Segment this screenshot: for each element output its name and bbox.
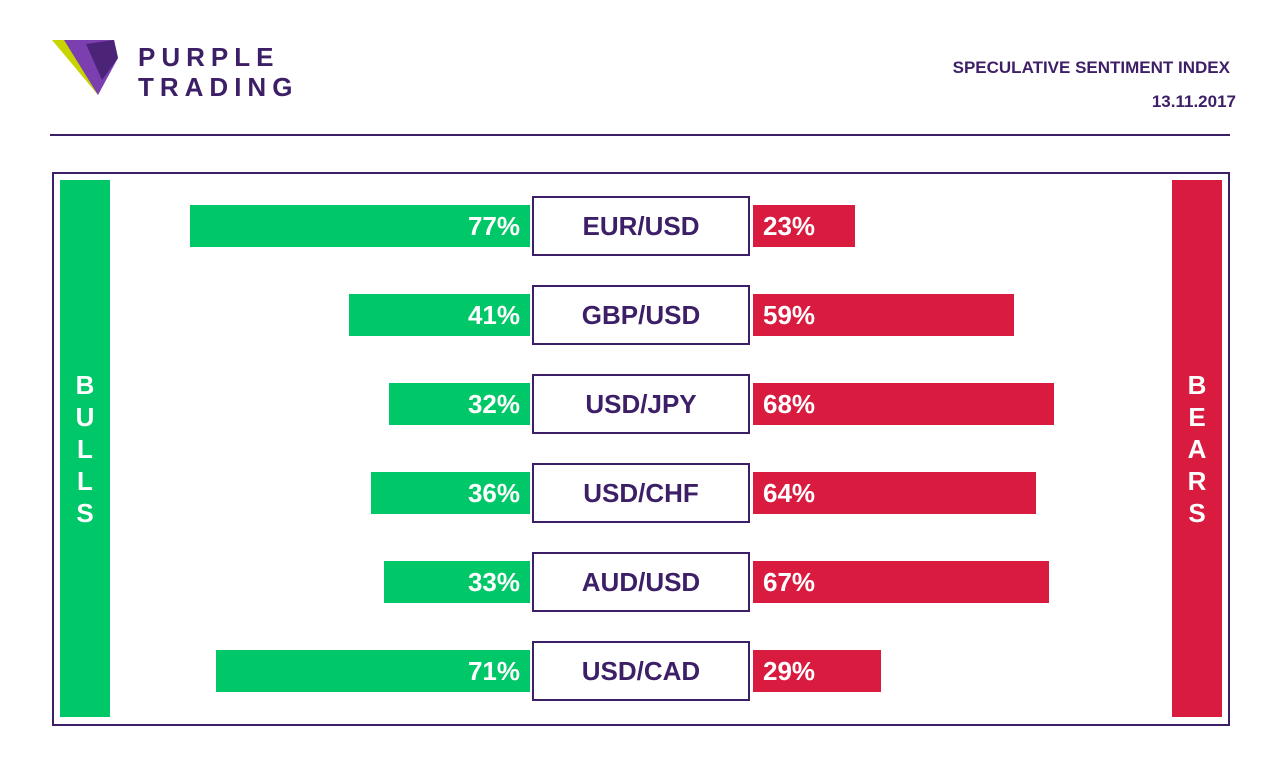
bulls-bar: 33% — [384, 561, 530, 603]
bears-letter: B — [1187, 369, 1207, 400]
bulls-value-label: 77% — [467, 210, 520, 241]
bulls-letter: U — [75, 401, 95, 432]
logo-mark-icon — [52, 40, 118, 95]
bulls-letter: L — [77, 433, 93, 464]
brand-line-2: TRADING — [138, 72, 299, 102]
bears-bar: 29% — [753, 650, 882, 692]
currency-pair-label: EUR/USD — [532, 196, 750, 256]
bulls-value-label: 36% — [467, 477, 520, 508]
bulls-letter: L — [77, 465, 93, 496]
bears-value-label: 59% — [763, 299, 816, 330]
sentiment-row: 36% USD/CHF 64% — [0, 463, 1280, 523]
bulls-value-label: 71% — [467, 655, 520, 686]
bears-letter: E — [1188, 401, 1206, 432]
bulls-bar: 41% — [348, 294, 530, 336]
page-title: SPECULATIVE SENTIMENT INDEX — [952, 58, 1230, 77]
bulls-letter: S — [76, 497, 94, 528]
bears-value-label: 64% — [763, 477, 816, 508]
sentiment-row: 71% USD/CAD 29% — [0, 641, 1280, 701]
sentiment-row: 32% USD/JPY 68% — [0, 374, 1280, 434]
bears-bar: 23% — [753, 205, 855, 247]
bears-value-label: 29% — [763, 655, 816, 686]
currency-pair-label: GBP/USD — [532, 285, 750, 345]
bulls-letter: B — [75, 369, 95, 400]
sentiment-row: 33% AUD/USD 67% — [0, 552, 1280, 612]
bulls-bar: 71% — [216, 650, 530, 692]
bulls-bar: 77% — [189, 205, 530, 247]
sentiment-row: 77% EUR/USD 23% — [0, 196, 1280, 256]
brand-logo: PURPLE TRADING — [52, 40, 312, 102]
report-date: 13.11.2017 — [1151, 92, 1236, 111]
bulls-bar: 36% — [370, 472, 530, 514]
chart-frame — [52, 172, 1230, 726]
currency-pair-label: USD/CAD — [532, 641, 750, 701]
bears-letter: R — [1187, 465, 1207, 496]
header-divider — [50, 134, 1230, 136]
bears-bar: 64% — [753, 472, 1036, 514]
bulls-value-label: 32% — [467, 388, 520, 419]
bears-value-label: 68% — [763, 388, 816, 419]
bulls-bar: 32% — [388, 383, 530, 425]
bears-bar: 59% — [753, 294, 1014, 336]
bears-letter: A — [1187, 433, 1207, 464]
currency-pair-label: AUD/USD — [532, 552, 750, 612]
bears-value-label: 67% — [763, 566, 816, 597]
bears-letter: S — [1188, 497, 1206, 528]
brand-name: PURPLE TRADING — [138, 42, 298, 102]
sentiment-row: 41% GBP/USD 59% — [0, 285, 1280, 345]
bears-bar: 68% — [753, 383, 1054, 425]
bears-bar: 67% — [753, 561, 1050, 603]
bulls-value-label: 41% — [467, 299, 520, 330]
bulls-value-label: 33% — [467, 566, 520, 597]
currency-pair-label: USD/JPY — [532, 374, 750, 434]
currency-pair-label: USD/CHF — [532, 463, 750, 523]
bears-value-label: 23% — [763, 210, 816, 241]
brand-line-1: PURPLE — [138, 42, 280, 72]
